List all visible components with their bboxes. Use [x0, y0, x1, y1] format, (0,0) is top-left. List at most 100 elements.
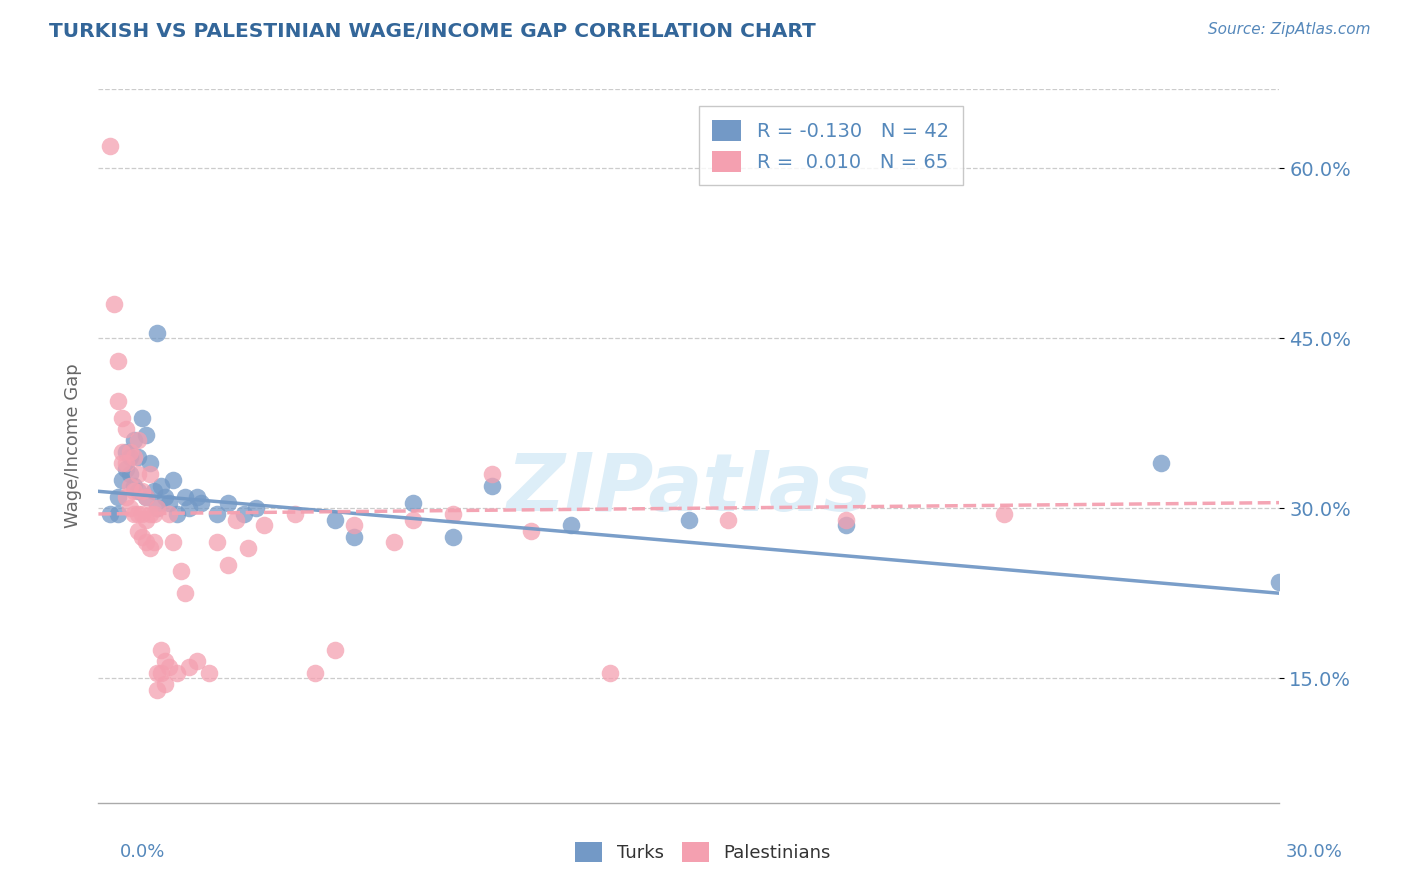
Point	[481, 467, 503, 482]
Point	[98, 507, 121, 521]
Point	[835, 513, 858, 527]
Point	[107, 507, 129, 521]
Point	[236, 541, 259, 555]
Point	[115, 461, 138, 475]
Point	[170, 564, 193, 578]
Point	[115, 456, 138, 470]
Point	[138, 541, 160, 555]
Point	[135, 513, 157, 527]
Point	[115, 444, 138, 458]
Point	[135, 427, 157, 442]
Point	[245, 501, 267, 516]
Point	[118, 501, 141, 516]
Point	[993, 507, 1015, 521]
Point	[284, 507, 307, 521]
Point	[146, 326, 169, 340]
Point	[343, 530, 366, 544]
Point	[162, 473, 184, 487]
Legend: Turks, Palestinians: Turks, Palestinians	[568, 835, 838, 870]
Point	[205, 535, 228, 549]
Point	[441, 530, 464, 544]
Point	[155, 677, 177, 691]
Point	[142, 484, 165, 499]
Point	[146, 501, 169, 516]
Point	[122, 507, 145, 521]
Point	[138, 456, 160, 470]
Point	[599, 665, 621, 680]
Point	[157, 660, 180, 674]
Point	[382, 535, 405, 549]
Text: 30.0%: 30.0%	[1286, 843, 1343, 861]
Point	[481, 478, 503, 492]
Point	[107, 490, 129, 504]
Point	[146, 665, 169, 680]
Point	[131, 530, 153, 544]
Point	[174, 490, 197, 504]
Point	[131, 507, 153, 521]
Point	[343, 518, 366, 533]
Point	[166, 665, 188, 680]
Legend: R = -0.130   N = 42, R =  0.010   N = 65: R = -0.130 N = 42, R = 0.010 N = 65	[699, 106, 963, 186]
Point	[111, 444, 134, 458]
Point	[111, 456, 134, 470]
Point	[142, 535, 165, 549]
Point	[111, 473, 134, 487]
Point	[131, 484, 153, 499]
Point	[253, 518, 276, 533]
Point	[122, 478, 145, 492]
Point	[717, 513, 740, 527]
Point	[138, 507, 160, 521]
Point	[127, 484, 149, 499]
Point	[197, 665, 219, 680]
Point	[115, 422, 138, 436]
Point	[122, 484, 145, 499]
Point	[118, 478, 141, 492]
Point	[217, 495, 239, 509]
Point	[127, 434, 149, 448]
Point	[177, 660, 200, 674]
Point	[98, 138, 121, 153]
Point	[138, 467, 160, 482]
Point	[146, 501, 169, 516]
Point	[157, 507, 180, 521]
Point	[107, 393, 129, 408]
Point	[186, 654, 208, 668]
Point	[323, 643, 346, 657]
Point	[166, 507, 188, 521]
Point	[560, 518, 582, 533]
Text: 0.0%: 0.0%	[120, 843, 165, 861]
Point	[127, 507, 149, 521]
Point	[402, 513, 425, 527]
Point	[135, 490, 157, 504]
Point	[323, 513, 346, 527]
Point	[122, 450, 145, 465]
Point	[162, 535, 184, 549]
Point	[441, 507, 464, 521]
Point	[678, 513, 700, 527]
Point	[174, 586, 197, 600]
Point	[107, 354, 129, 368]
Point	[157, 495, 180, 509]
Point	[131, 410, 153, 425]
Point	[150, 478, 173, 492]
Point	[304, 665, 326, 680]
Point	[115, 490, 138, 504]
Point	[186, 490, 208, 504]
Point	[127, 467, 149, 482]
Point	[225, 513, 247, 527]
Point	[127, 450, 149, 465]
Point	[127, 524, 149, 538]
Point	[520, 524, 543, 538]
Point	[1268, 574, 1291, 589]
Point	[118, 444, 141, 458]
Point	[177, 501, 200, 516]
Point	[835, 518, 858, 533]
Point	[150, 665, 173, 680]
Point	[155, 490, 177, 504]
Point	[118, 450, 141, 465]
Point	[217, 558, 239, 572]
Point	[146, 682, 169, 697]
Point	[118, 467, 141, 482]
Point	[205, 507, 228, 521]
Point	[142, 507, 165, 521]
